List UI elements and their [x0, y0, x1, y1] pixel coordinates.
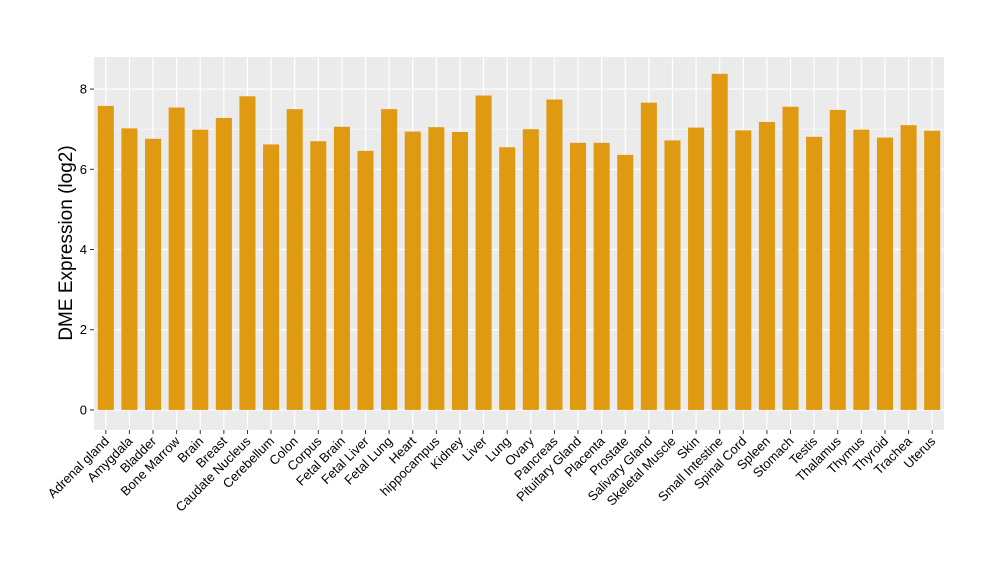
bar — [876, 137, 893, 410]
bar — [310, 141, 327, 410]
bar — [475, 95, 492, 410]
bar — [735, 130, 752, 410]
bar — [357, 150, 374, 410]
bar — [263, 144, 280, 410]
bar — [499, 147, 516, 410]
bar — [215, 117, 232, 410]
bar — [121, 128, 138, 410]
bar — [404, 131, 421, 410]
plot-panel — [94, 57, 944, 430]
bars — [97, 73, 941, 410]
bar — [286, 109, 303, 410]
bar — [711, 73, 728, 410]
bar — [546, 99, 563, 410]
bar — [145, 138, 162, 410]
bar — [853, 129, 870, 410]
y-tick-label: 4 — [80, 242, 87, 257]
y-tick-label: 6 — [80, 162, 87, 177]
bar — [782, 106, 799, 410]
y-axis-title: DME Expression (log2) — [56, 145, 77, 340]
bar — [239, 96, 256, 410]
y-tick-label: 8 — [80, 82, 87, 97]
bar — [168, 107, 185, 410]
bar — [664, 140, 681, 410]
bar — [451, 132, 468, 410]
bar — [333, 126, 350, 410]
bar — [688, 127, 705, 410]
y-axis: 0 2 4 6 8 — [80, 82, 94, 417]
bar — [570, 142, 587, 410]
bar — [806, 136, 823, 410]
bar — [593, 142, 610, 410]
bar — [617, 154, 634, 410]
bar — [829, 109, 846, 410]
bar — [758, 121, 775, 410]
bar — [900, 125, 917, 410]
bar — [428, 127, 445, 410]
y-tick-label: 0 — [80, 402, 87, 417]
bar — [381, 109, 398, 410]
bar — [192, 129, 209, 410]
bar — [522, 129, 539, 410]
bar — [924, 130, 941, 410]
bar — [97, 105, 114, 410]
y-tick-label: 2 — [80, 322, 87, 337]
bar — [640, 102, 657, 410]
x-tick-label: Liver — [459, 433, 490, 464]
